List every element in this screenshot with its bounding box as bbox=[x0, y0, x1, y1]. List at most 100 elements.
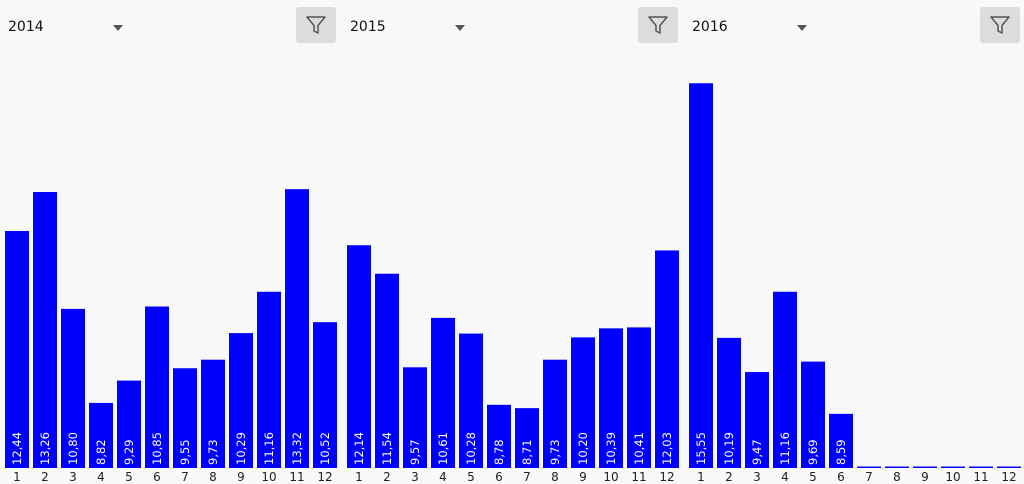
bar-2016-10[interactable] bbox=[941, 466, 965, 469]
bar-2015-10[interactable] bbox=[599, 328, 623, 468]
x-tick-label: 1 bbox=[697, 470, 705, 484]
x-tick-label: 9 bbox=[921, 470, 929, 484]
x-tick-label: 6 bbox=[837, 470, 845, 484]
bar-2014-1[interactable] bbox=[5, 230, 29, 468]
bar-2014-10[interactable] bbox=[257, 291, 281, 468]
bar-2014-8[interactable] bbox=[201, 359, 225, 468]
bar-2016-12[interactable] bbox=[997, 466, 1021, 469]
x-tick-label: 8 bbox=[551, 470, 559, 484]
bar-2016-11[interactable] bbox=[969, 466, 993, 469]
year-dropdown[interactable]: 2014 bbox=[8, 10, 128, 44]
bar-2016-2[interactable] bbox=[717, 337, 741, 468]
bar-value-label: 12,14 bbox=[352, 432, 366, 465]
x-tick-label: 4 bbox=[97, 470, 105, 484]
x-tick-label: 11 bbox=[631, 470, 646, 484]
bar-value-label: 9,29 bbox=[122, 439, 136, 465]
bar-value-label: 10,80 bbox=[66, 432, 80, 465]
x-tick-label: 7 bbox=[523, 470, 531, 484]
year-dropdown[interactable]: 2016 bbox=[692, 10, 812, 44]
bar-value-label: 10,39 bbox=[604, 432, 618, 465]
bar-2016-3[interactable] bbox=[745, 372, 769, 468]
year-dropdown-value: 2016 bbox=[692, 19, 728, 35]
x-tick-label: 8 bbox=[893, 470, 901, 484]
bar-chart-2016: 15,55 1 10,19 2 9,47 3 11,16 4 9,69 5 8,59 6 7 8 9 10 11… bbox=[689, 83, 1021, 484]
bar-2014-2[interactable] bbox=[33, 192, 57, 468]
bar-2015-5[interactable] bbox=[459, 333, 483, 468]
bar-2014-5[interactable] bbox=[117, 380, 141, 468]
bar-2016-7[interactable] bbox=[857, 466, 881, 469]
bar-2014-4[interactable] bbox=[89, 402, 113, 468]
bar-2016-1[interactable] bbox=[689, 83, 713, 468]
chevron-down-icon bbox=[797, 25, 807, 31]
bar-value-label: 8,71 bbox=[520, 439, 534, 465]
filter-icon bbox=[990, 16, 1010, 34]
bar-2016-4[interactable] bbox=[773, 291, 797, 468]
bar-value-label: 10,52 bbox=[318, 432, 332, 465]
bar-chart-2015: 12,14 1 11,54 2 9,57 3 10,61 4 10,28 5 8,78 6 8,71 7 9… bbox=[347, 245, 679, 484]
bar-2015-2[interactable] bbox=[375, 273, 399, 468]
bar-value-label: 8,82 bbox=[94, 439, 108, 465]
bar-2014-3[interactable] bbox=[61, 308, 85, 468]
filter-button[interactable] bbox=[980, 7, 1020, 43]
bar-value-label: 8,78 bbox=[492, 439, 506, 465]
bar-value-label: 11,54 bbox=[380, 432, 394, 465]
year-dropdown[interactable]: 2015 bbox=[350, 10, 470, 44]
bar-value-label: 8,59 bbox=[834, 439, 848, 465]
x-tick-label: 1 bbox=[13, 470, 21, 484]
chevron-down-icon bbox=[455, 25, 465, 31]
bar-2014-12[interactable] bbox=[313, 322, 337, 468]
bar-2015-6[interactable] bbox=[487, 404, 511, 468]
x-tick-label: 3 bbox=[753, 470, 761, 484]
bar-value-label: 11,16 bbox=[778, 432, 792, 465]
x-tick-label: 12 bbox=[1001, 470, 1016, 484]
filter-button[interactable] bbox=[296, 7, 336, 43]
bar-2016-8[interactable] bbox=[885, 466, 909, 469]
bar-value-label: 13,26 bbox=[38, 432, 52, 465]
x-tick-label: 2 bbox=[725, 470, 733, 484]
x-tick-label: 2 bbox=[383, 470, 391, 484]
x-tick-label: 4 bbox=[781, 470, 789, 484]
bar-value-label: 9,55 bbox=[178, 439, 192, 465]
bar-2016-5[interactable] bbox=[801, 361, 825, 468]
chart-panel-2016: 2016 15,55 1 10,19 2 9,47 3 11,16 4 9,69 5 8,59 6 7 8 9… bbox=[684, 0, 1024, 484]
bar-value-label: 11,16 bbox=[262, 432, 276, 465]
x-tick-label: 5 bbox=[809, 470, 817, 484]
bar-2014-9[interactable] bbox=[229, 333, 253, 468]
bar-value-label: 9,57 bbox=[408, 439, 422, 465]
x-tick-label: 10 bbox=[945, 470, 960, 484]
bar-2015-3[interactable] bbox=[403, 367, 427, 468]
x-tick-label: 7 bbox=[181, 470, 189, 484]
bar-2015-1[interactable] bbox=[347, 245, 371, 468]
x-tick-label: 7 bbox=[865, 470, 873, 484]
year-dropdown-value: 2015 bbox=[350, 19, 386, 35]
chart-panel-2014: 2014 12,44 1 13,26 2 10,80 3 8,82 4 9,29 5 10,85 6 9,… bbox=[0, 0, 340, 484]
x-tick-label: 1 bbox=[355, 470, 363, 484]
bar-value-label: 10,20 bbox=[576, 432, 590, 465]
bar-2015-7[interactable] bbox=[515, 408, 539, 468]
x-tick-label: 8 bbox=[209, 470, 217, 484]
bar-value-label: 10,41 bbox=[632, 432, 646, 465]
x-tick-label: 10 bbox=[261, 470, 276, 484]
filter-button[interactable] bbox=[638, 7, 678, 43]
filter-icon bbox=[648, 16, 668, 34]
x-tick-label: 6 bbox=[153, 470, 161, 484]
bar-2015-8[interactable] bbox=[543, 359, 567, 468]
bar-2014-11[interactable] bbox=[285, 189, 309, 469]
bar-value-label: 10,19 bbox=[722, 432, 736, 465]
bar-2016-9[interactable] bbox=[913, 466, 937, 469]
bar-2015-12[interactable] bbox=[655, 250, 679, 468]
x-tick-label: 4 bbox=[439, 470, 447, 484]
x-tick-label: 11 bbox=[973, 470, 988, 484]
bar-2015-9[interactable] bbox=[571, 337, 595, 468]
bar-value-label: 9,69 bbox=[806, 439, 820, 465]
bar-2014-6[interactable] bbox=[145, 306, 169, 469]
bar-value-label: 12,44 bbox=[10, 432, 24, 465]
year-dropdown-value: 2014 bbox=[8, 19, 44, 35]
bar-2014-7[interactable] bbox=[173, 368, 197, 468]
bar-2015-4[interactable] bbox=[431, 317, 455, 468]
bar-2016-6[interactable] bbox=[829, 413, 853, 468]
x-tick-label: 12 bbox=[317, 470, 332, 484]
bar-value-label: 9,73 bbox=[206, 439, 220, 465]
chart-panel-2015: 2015 12,14 1 11,54 2 9,57 3 10,61 4 10,28 5 8,78 6 8,… bbox=[342, 0, 682, 484]
bar-2015-11[interactable] bbox=[627, 327, 651, 468]
